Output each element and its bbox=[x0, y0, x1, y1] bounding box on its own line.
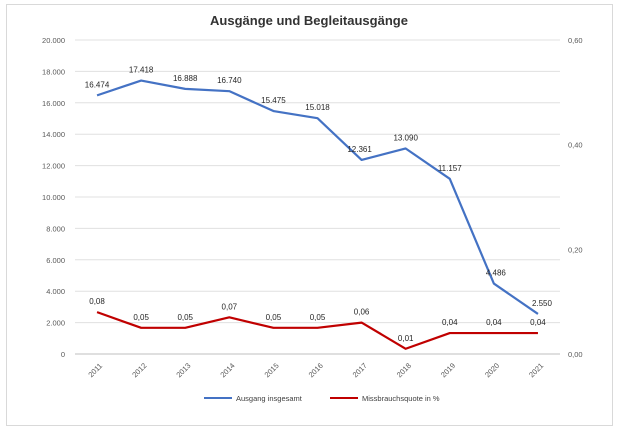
data-label-missbrauch: 0,05 bbox=[177, 313, 193, 322]
legend-label-missbrauch: Missbrauchsquote in % bbox=[362, 394, 440, 403]
series-line-ausgang bbox=[96, 79, 539, 315]
y-left-tick-label: 4.000 bbox=[46, 287, 65, 296]
x-tick-label: 2019 bbox=[439, 361, 457, 379]
y-left-tick-label: 0 bbox=[61, 350, 65, 359]
data-label-ausgang: 15.018 bbox=[305, 103, 330, 112]
data-label-missbrauch: 0,05 bbox=[266, 313, 282, 322]
data-label-ausgang: 15.475 bbox=[261, 96, 286, 105]
x-tick-label: 2018 bbox=[395, 361, 413, 379]
y-left-tick-labels: 0 2.000 4.000 6.000 8.000 10.000 12.000 14.000 1… bbox=[42, 36, 65, 359]
y-left-tick-label: 10.000 bbox=[42, 193, 65, 202]
data-label-ausgang: 4.486 bbox=[486, 269, 507, 278]
y-right-tick-label: 0,20 bbox=[568, 245, 583, 254]
data-label-ausgang: 11.157 bbox=[438, 164, 462, 173]
data-label-ausgang: 16.888 bbox=[173, 74, 198, 83]
data-label-ausgang: 17.418 bbox=[129, 66, 154, 75]
data-label-missbrauch: 0,07 bbox=[222, 302, 238, 311]
data-labels: 16.474 17.418 16.888 16.740 15.475 15.018 12.3… bbox=[85, 66, 553, 343]
data-label-ausgang: 16.740 bbox=[217, 76, 242, 85]
data-label-missbrauch: 0,04 bbox=[530, 318, 546, 327]
data-label-ausgang: 2.550 bbox=[532, 299, 553, 308]
legend: Ausgang insgesamt Missbrauchsquote in % bbox=[204, 394, 440, 403]
y-left-tick-label: 20.000 bbox=[42, 36, 65, 45]
data-label-missbrauch: 0,04 bbox=[486, 318, 502, 327]
legend-label-ausgang: Ausgang insgesamt bbox=[236, 394, 303, 403]
x-tick-label: 2014 bbox=[218, 361, 236, 379]
x-tick-label: 2020 bbox=[483, 361, 501, 379]
x-tick-label: 2015 bbox=[263, 361, 281, 379]
y-left-tick-label: 18.000 bbox=[42, 67, 65, 76]
y-left-tick-label: 2.000 bbox=[46, 319, 65, 328]
series-lines bbox=[96, 79, 539, 350]
y-left-tick-label: 16.000 bbox=[42, 99, 65, 108]
data-label-ausgang: 13.090 bbox=[393, 133, 418, 142]
chart-title: Ausgänge und Begleitausgänge bbox=[210, 13, 408, 28]
y-left-tick-label: 12.000 bbox=[42, 162, 65, 171]
data-label-ausgang: 16.474 bbox=[85, 80, 110, 89]
data-label-ausgang: 12.361 bbox=[347, 145, 372, 154]
x-tick-label: 2013 bbox=[174, 361, 192, 379]
y-left-tick-label: 14.000 bbox=[42, 130, 65, 139]
data-label-missbrauch: 0,05 bbox=[133, 313, 149, 322]
x-tick-labels: 2011 2012 2013 2014 2015 2016 2017 2018 2019 2020… bbox=[86, 361, 545, 379]
data-label-missbrauch: 0,05 bbox=[310, 313, 326, 322]
data-label-missbrauch: 0,01 bbox=[398, 334, 414, 343]
x-tick-label: 2017 bbox=[351, 361, 369, 379]
series-line-missbrauch bbox=[96, 311, 538, 350]
data-label-missbrauch: 0,06 bbox=[354, 308, 370, 317]
chart-frame bbox=[6, 4, 613, 426]
y-left-tick-label: 8.000 bbox=[46, 224, 65, 233]
data-label-missbrauch: 0,04 bbox=[442, 318, 458, 327]
x-tick-label: 2012 bbox=[130, 361, 148, 379]
y-right-tick-labels: 0,00 0,20 0,40 0,60 bbox=[568, 36, 583, 359]
y-right-tick-label: 0,60 bbox=[568, 36, 583, 45]
x-tick-label: 2011 bbox=[86, 361, 104, 379]
y-right-tick-label: 0,00 bbox=[568, 350, 583, 359]
y-right-tick-label: 0,40 bbox=[568, 141, 583, 150]
data-label-missbrauch: 0,08 bbox=[89, 297, 105, 306]
y-left-tick-label: 6.000 bbox=[46, 256, 65, 265]
x-tick-label: 2016 bbox=[307, 361, 325, 379]
x-tick-label: 2021 bbox=[527, 361, 545, 379]
gridlines bbox=[75, 39, 560, 355]
